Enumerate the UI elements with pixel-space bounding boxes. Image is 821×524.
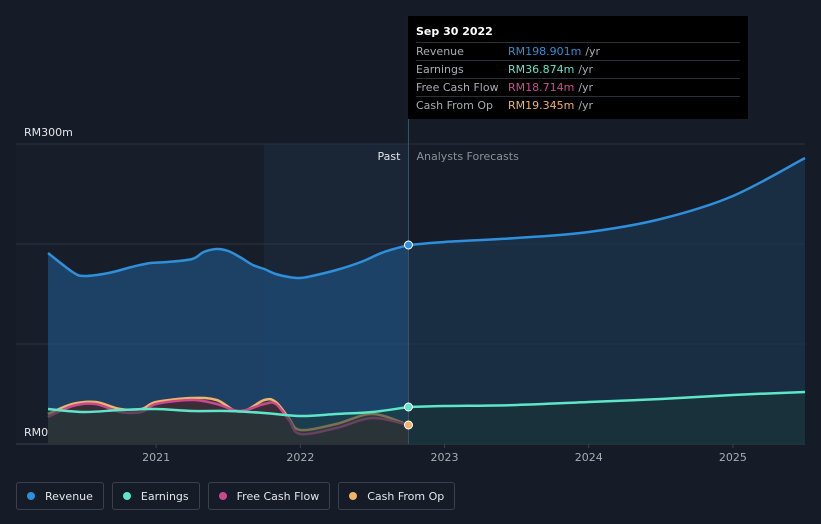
- legend-label: Free Cash Flow: [236, 489, 320, 503]
- tooltip-label: Cash From Op: [416, 99, 494, 112]
- tooltip-unit: /yr: [578, 81, 594, 94]
- legend-label: Revenue: [45, 489, 93, 503]
- legend-item-earnings[interactable]: Earnings: [111, 482, 200, 510]
- legend-dot-icon: [122, 492, 131, 500]
- legend-label: Earnings: [140, 489, 189, 503]
- y-axis-top-label: RM300m: [24, 126, 73, 139]
- revenue-marker: [403, 240, 413, 250]
- revenue-forecast-line: [408, 156, 806, 247]
- legend-item-free-cash-flow[interactable]: Free Cash Flow: [207, 482, 331, 510]
- revenue-line: [47, 243, 409, 280]
- legend-item-revenue[interactable]: Revenue: [16, 482, 104, 510]
- chart-legend: Revenue Earnings Free Cash Flow Cash Fro…: [16, 482, 456, 510]
- x-tick-label: 2023: [431, 451, 459, 464]
- y-axis-bottom-label: RM0: [24, 426, 48, 439]
- earnings-marker: [403, 402, 413, 412]
- tooltip-row-revenue: Revenue RM198.901m /yr: [416, 42, 740, 60]
- legend-dot-icon: [349, 492, 358, 500]
- x-tick-label: 2021: [142, 451, 170, 464]
- tooltip-label: Free Cash Flow: [416, 81, 499, 94]
- tooltip-unit: /yr: [578, 99, 594, 112]
- legend-label: Cash From Op: [367, 489, 445, 503]
- revenue-forecast-area: [408, 158, 805, 444]
- legend-item-cash-from-op[interactable]: Cash From Op: [338, 482, 456, 510]
- earnings-line: [47, 405, 409, 418]
- tooltip-date: Sep 30 2022: [416, 25, 493, 38]
- earnings-forecast-line: [408, 390, 806, 409]
- past-label: Past: [378, 150, 402, 163]
- legend-dot-icon: [27, 492, 35, 500]
- x-tick-label: 2024: [575, 451, 603, 464]
- tooltip-value: RM18.714m: [508, 81, 575, 94]
- tooltip-row-free-cash-flow: Free Cash Flow RM18.714m /yr: [416, 78, 740, 96]
- tooltip-row-earnings: Earnings RM36.874m /yr: [416, 60, 740, 78]
- tooltip-unit: /yr: [585, 45, 601, 58]
- tooltip-value: RM198.901m: [508, 45, 582, 58]
- tooltip-value: RM19.345m: [508, 99, 575, 112]
- chart-tooltip: Sep 30 2022 Revenue RM198.901m /yr Earni…: [408, 16, 748, 119]
- cash-from-op-marker: [403, 420, 413, 430]
- revenue-area: [48, 245, 409, 444]
- tooltip-unit: /yr: [578, 63, 594, 76]
- tooltip-label: Earnings: [416, 63, 464, 76]
- tooltip-value: RM36.874m: [508, 63, 575, 76]
- x-tick-label: 2025: [719, 451, 747, 464]
- tooltip-label: Revenue: [416, 45, 464, 58]
- tooltip-row-cash-from-op: Cash From Op RM19.345m /yr: [416, 96, 740, 114]
- legend-dot-icon: [218, 492, 227, 500]
- x-tick-label: 2022: [286, 451, 314, 464]
- earnings-forecast-area: [408, 392, 805, 444]
- forecast-label: Analysts Forecasts: [416, 150, 519, 163]
